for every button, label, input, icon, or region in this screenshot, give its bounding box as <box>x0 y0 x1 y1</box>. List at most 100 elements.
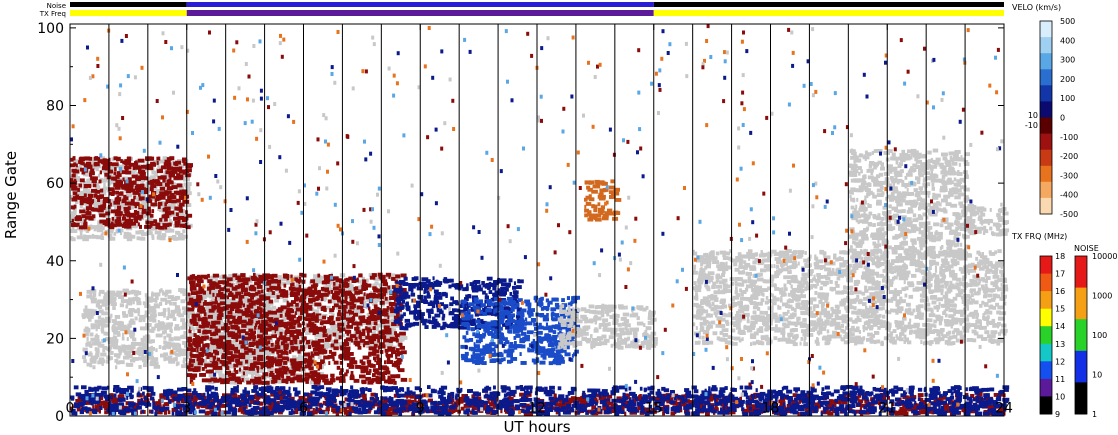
echo-cell <box>92 160 96 165</box>
echo-cell <box>211 310 218 315</box>
echo-cell <box>228 320 233 325</box>
echo-cell <box>211 306 216 311</box>
echo-cell <box>107 209 112 214</box>
echo-cell <box>538 322 542 327</box>
echo-cell <box>399 306 404 310</box>
echo-cell <box>270 357 275 362</box>
echo-cell <box>270 279 276 284</box>
echo-cell <box>104 222 111 227</box>
echo-cell <box>139 216 142 221</box>
echo-cell <box>397 357 403 362</box>
echo-cell <box>439 302 444 307</box>
echo-cell <box>114 345 122 350</box>
echo-cell <box>386 305 390 310</box>
echo-cell <box>182 292 188 297</box>
echo-cell <box>148 298 153 303</box>
echo-cell <box>122 313 129 318</box>
echo-cell <box>78 157 85 162</box>
echo-cell <box>238 298 243 302</box>
echo-cell <box>390 305 393 310</box>
echo-cell <box>174 164 180 169</box>
echo-cell <box>157 312 164 317</box>
echo-cell <box>196 342 200 347</box>
echo-cell <box>257 320 261 325</box>
echo-cell <box>140 164 144 169</box>
echo-cell <box>95 333 98 338</box>
echo-cell <box>352 365 355 369</box>
echo-cell <box>221 326 224 331</box>
echo-cell <box>88 156 93 161</box>
echo-cell <box>335 332 343 337</box>
echo-cell <box>328 280 335 285</box>
echo-cell <box>164 159 171 164</box>
echo-cell <box>261 331 264 335</box>
echo-cell <box>82 181 87 185</box>
echo-cell <box>226 277 231 282</box>
echo-cell <box>384 360 386 365</box>
echo-cell <box>267 310 271 315</box>
echo-cell <box>102 168 105 173</box>
echo-cell <box>353 331 357 336</box>
echo-cell <box>99 289 104 294</box>
echo-cell <box>230 277 233 282</box>
txfreq-bar-segment-1 <box>186 10 654 16</box>
echo-cell <box>368 294 375 299</box>
echo-cell <box>139 187 147 192</box>
echo-cell <box>135 342 142 346</box>
echo-cell <box>182 350 188 355</box>
echo-cell <box>268 338 273 343</box>
echo-cell <box>398 368 405 373</box>
echo-cell <box>147 197 155 201</box>
echo-cell <box>321 305 327 310</box>
echo-cell <box>229 380 237 385</box>
echo-cell <box>490 297 495 302</box>
echo-cell <box>343 356 351 361</box>
top-status-bars: Noise TX Freq <box>39 2 1004 18</box>
echo-cell <box>120 327 126 332</box>
echo-cell <box>213 349 218 354</box>
echo-cell <box>322 378 327 383</box>
echo-cell <box>296 331 301 335</box>
echo-cell <box>111 162 119 167</box>
echo-cell <box>197 317 204 322</box>
echo-cell <box>167 210 175 215</box>
echo-cell <box>402 282 409 286</box>
echo-cell <box>198 324 205 329</box>
echo-cell <box>237 334 242 339</box>
echo-cell <box>172 317 177 321</box>
echo-cell <box>267 327 274 332</box>
echo-cell <box>327 290 330 295</box>
echo-cell <box>275 312 282 317</box>
echo-cell <box>298 367 301 372</box>
echo-cell <box>161 311 166 316</box>
echo-cell <box>315 330 319 335</box>
echo-cell <box>180 234 185 239</box>
echo-cell <box>527 305 532 310</box>
echo-cell <box>140 183 145 188</box>
echo-cell <box>180 325 188 330</box>
echo-cell <box>195 335 200 339</box>
echo-cell <box>225 315 233 319</box>
echo-cell <box>465 331 469 335</box>
echo-cell <box>73 204 77 209</box>
echo-cell <box>164 301 168 305</box>
echo-cell <box>322 329 326 333</box>
echo-cell <box>178 204 182 209</box>
echo-cell <box>284 343 289 348</box>
echo-cell <box>139 314 145 319</box>
echo-cell <box>244 336 249 341</box>
echo-cell <box>365 295 371 300</box>
echo-cell <box>144 335 151 340</box>
echo-cell <box>259 279 266 284</box>
echo-cell <box>238 294 245 299</box>
echo-cell <box>366 298 371 302</box>
echo-cell <box>368 346 373 351</box>
echo-cell <box>555 305 561 310</box>
echo-cell <box>247 279 253 284</box>
echo-cell <box>98 357 105 362</box>
echo-cell <box>350 357 356 361</box>
echo-cell <box>380 365 388 370</box>
echo-cell <box>101 302 107 307</box>
echo-cell <box>271 379 275 384</box>
echo-cell <box>225 282 232 287</box>
